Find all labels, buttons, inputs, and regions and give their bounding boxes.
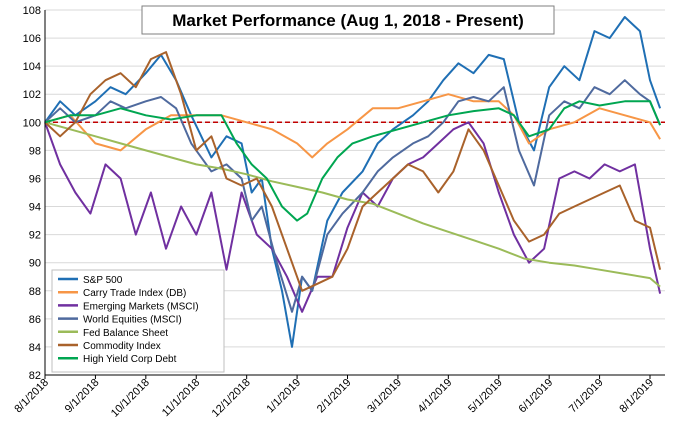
y-tick-labels: 82 84 86 88 90 92 94 96 98 100 102 104 106 108 xyxy=(23,5,41,382)
x-tick-label: 4/1/2019 xyxy=(416,377,455,416)
x-tick-label: 6/1/2019 xyxy=(517,377,556,416)
y-tick-label: 106 xyxy=(23,33,41,45)
chart-title: Market Performance (Aug 1, 2018 - Presen… xyxy=(172,11,523,30)
legend: S&P 500 Carry Trade Index (DB) Emerging Ma… xyxy=(51,269,225,373)
legend-box xyxy=(51,269,225,373)
legend-label-commodity-index: Commodity Index xyxy=(83,341,161,352)
x-tick-label: 2/1/2019 xyxy=(315,377,354,416)
y-tick-label: 108 xyxy=(23,5,41,17)
legend-label-emerging-markets-msci: Emerging Markets (MSCI) xyxy=(83,301,199,312)
series-line-fed-balance-sheet xyxy=(44,121,661,288)
y-tick-label: 96 xyxy=(29,173,41,185)
series-line-commodity-index xyxy=(44,51,662,292)
series-line-carry-trade-index-db xyxy=(44,93,661,159)
x-tick-label: 7/1/2019 xyxy=(567,377,606,416)
legend-label-s-p-500: S&P 500 xyxy=(83,275,123,286)
y-tick-label: 104 xyxy=(23,61,41,73)
legend-label-world-equities-msci: World Equities (MSCI) xyxy=(83,315,182,326)
x-tick-label: 11/1/2018 xyxy=(160,377,203,420)
series-line-emerging-markets-msci xyxy=(44,121,662,313)
series-lines xyxy=(44,16,662,348)
legend-label-high-yield-corp-debt: High Yield Corp Debt xyxy=(83,354,177,365)
x-tick-label: 1/1/2019 xyxy=(264,377,303,416)
y-tick-label: 90 xyxy=(29,258,41,270)
title-group: Market Performance (Aug 1, 2018 - Presen… xyxy=(141,5,555,35)
series-line-high-yield-corp-debt xyxy=(44,100,662,222)
y-tick-label: 94 xyxy=(29,202,41,214)
x-tick-label: 12/1/2018 xyxy=(210,377,253,420)
x-tick-label: 3/1/2019 xyxy=(365,377,404,416)
y-tick-label: 100 xyxy=(23,117,41,129)
x-tick-label: 8/1/2019 xyxy=(617,377,656,416)
x-tick-label: 5/1/2019 xyxy=(466,377,505,416)
title-box xyxy=(141,5,555,35)
x-tick-labels: 8/1/2018 9/1/2018 10/1/2018 11/1/2018 12/1/2… xyxy=(12,377,656,420)
y-tick-label: 98 xyxy=(29,145,41,157)
x-tick-label: 8/1/2018 xyxy=(12,377,51,416)
legend-label-fed-balance-sheet: Fed Balance Sheet xyxy=(83,328,168,339)
y-tick-label: 82 xyxy=(29,370,41,382)
y-tick-label: 84 xyxy=(29,342,41,354)
x-tick-label: 10/1/2018 xyxy=(109,377,152,420)
y-tick-label: 88 xyxy=(29,286,41,298)
y-tick-label: 86 xyxy=(29,314,41,326)
y-tick-label: 92 xyxy=(29,230,41,242)
axes xyxy=(44,10,665,379)
y-tick-label: 102 xyxy=(23,89,41,101)
series-line-world-equities-msci xyxy=(44,79,662,313)
x-tick-label: 9/1/2018 xyxy=(63,377,102,416)
legend-label-carry-trade-index-db: Carry Trade Index (DB) xyxy=(83,288,186,299)
